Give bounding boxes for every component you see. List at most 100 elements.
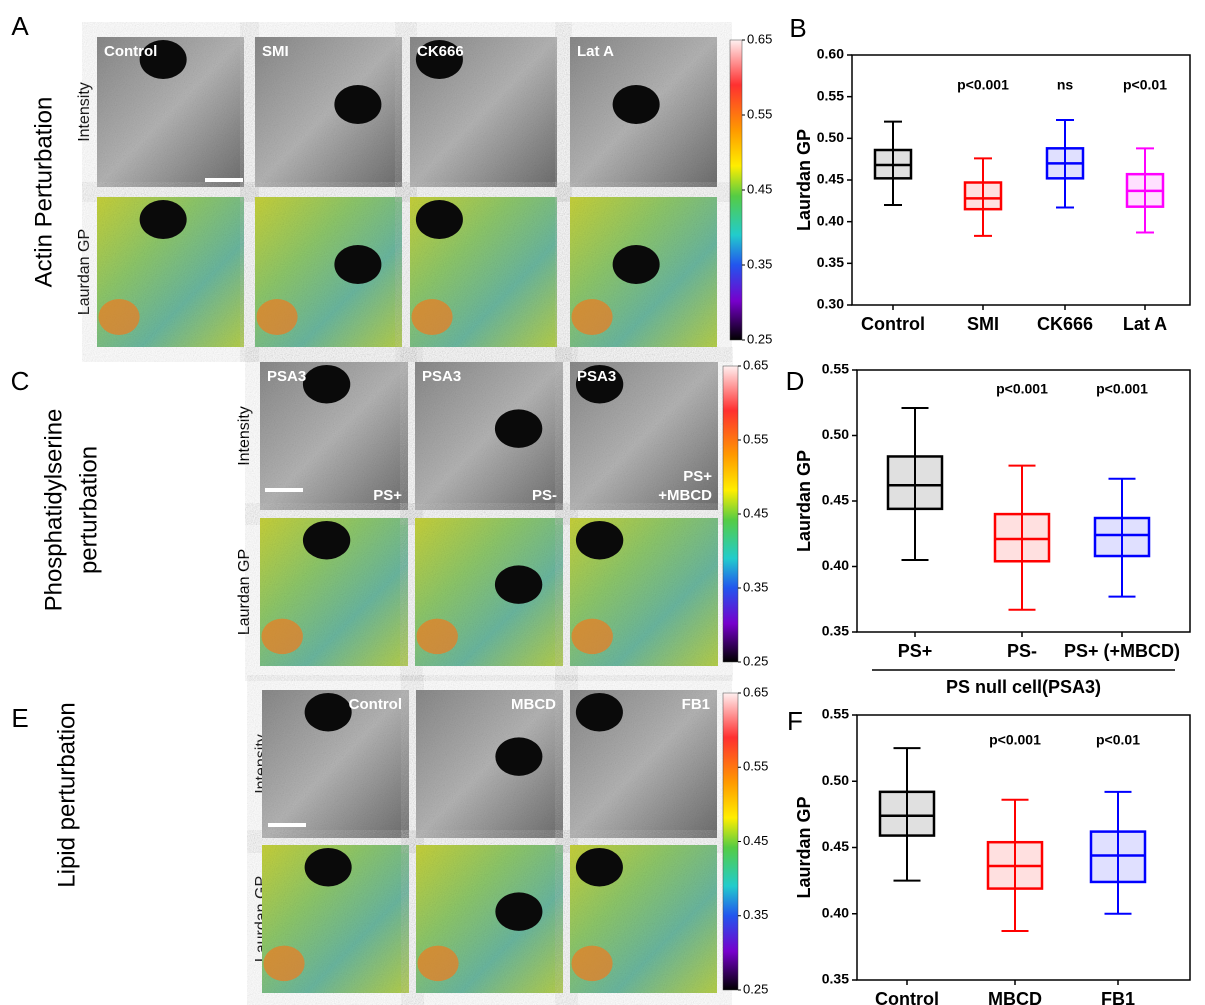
colorbar-label: 0.65 xyxy=(743,684,768,699)
y-tick-label: 0.40 xyxy=(817,212,844,228)
image-label: Lat A xyxy=(577,43,614,60)
x-axis-label: PS null cell(PSA3) xyxy=(946,677,1101,697)
corner-label: PS+ xyxy=(373,487,402,504)
background-region xyxy=(575,692,623,732)
panel-title: Phosphatidylserine xyxy=(40,409,67,612)
y-tick-label: 0.45 xyxy=(817,171,844,187)
panel-letter: C xyxy=(11,366,30,396)
box xyxy=(993,512,1051,563)
row-label: Laurdan GP xyxy=(236,549,253,635)
colorbar-label: 0.45 xyxy=(743,505,768,520)
x-tick-label: MBCD xyxy=(988,989,1042,1005)
background-region xyxy=(494,409,543,448)
colorbar-label: 0.65 xyxy=(747,31,772,46)
image-label: MBCD xyxy=(511,696,556,713)
x-tick-label: CK666 xyxy=(1037,314,1093,334)
colorbar-label: 0.35 xyxy=(743,579,768,594)
background-region xyxy=(612,85,660,124)
gp-hotspot xyxy=(256,299,298,335)
significance: p<0.001 xyxy=(1096,381,1148,397)
gp-hotspot xyxy=(417,945,459,982)
gp-hotspot xyxy=(263,945,305,982)
background-region xyxy=(302,364,351,404)
corner-label: PS+ xyxy=(683,468,712,485)
image-label: Control xyxy=(104,43,157,60)
x-tick-label: PS+ (+MBCD) xyxy=(1064,641,1180,661)
colorbar xyxy=(722,692,739,991)
y-tick-label: 0.35 xyxy=(817,254,844,270)
background-region xyxy=(304,692,352,732)
background-region xyxy=(494,565,543,604)
significance: p<0.001 xyxy=(996,381,1048,397)
panel-letter: D xyxy=(786,366,805,396)
x-tick-label: Control xyxy=(861,314,925,334)
box xyxy=(886,455,944,511)
box xyxy=(878,790,936,837)
y-tick-label: 0.40 xyxy=(822,904,849,920)
background-region xyxy=(139,40,187,79)
background-region xyxy=(575,364,624,404)
significance: p<0.001 xyxy=(989,732,1041,748)
background-region xyxy=(334,85,382,124)
panel-letter: A xyxy=(11,11,29,41)
x-tick-label: PS- xyxy=(1007,641,1037,661)
x-tick-label: SMI xyxy=(967,314,999,334)
y-axis-label: Laurdan GP xyxy=(794,129,814,231)
x-tick-label: Control xyxy=(875,989,939,1005)
image-label: FB1 xyxy=(682,696,710,713)
y-tick-label: 0.55 xyxy=(822,706,849,722)
gp-hotspot xyxy=(571,299,613,335)
y-tick-label: 0.40 xyxy=(822,557,849,573)
colorbar-label: 0.65 xyxy=(743,357,768,372)
significance: p<0.01 xyxy=(1123,77,1167,93)
gp-hotspot xyxy=(416,618,458,655)
y-tick-label: 0.55 xyxy=(822,361,849,377)
box xyxy=(963,181,1003,211)
y-axis-label: Laurdan GP xyxy=(794,796,814,898)
y-axis-label: Laurdan GP xyxy=(794,450,814,552)
row-label: Intensity xyxy=(76,82,93,142)
significance: p<0.001 xyxy=(957,77,1009,93)
box xyxy=(1093,516,1151,558)
y-tick-label: 0.45 xyxy=(822,492,849,508)
background-region xyxy=(575,520,624,560)
y-tick-label: 0.55 xyxy=(817,87,844,103)
gp-hotspot xyxy=(261,618,303,655)
image-label: CK666 xyxy=(417,43,464,60)
x-tick-label: Lat A xyxy=(1123,314,1167,334)
image-label: Control xyxy=(349,696,402,713)
colorbar-label: 0.25 xyxy=(743,653,768,668)
colorbar-label: 0.35 xyxy=(743,907,768,922)
panel-letter: F xyxy=(787,706,803,736)
significance: p<0.01 xyxy=(1096,732,1140,748)
y-tick-label: 0.45 xyxy=(822,838,849,854)
background-region xyxy=(334,245,382,284)
background-region xyxy=(415,200,463,239)
background-region xyxy=(495,892,543,931)
row-label: Intensity xyxy=(236,406,253,466)
background-region xyxy=(415,40,463,79)
colorbar-label: 0.25 xyxy=(743,981,768,996)
y-tick-label: 0.50 xyxy=(822,772,849,788)
colorbar-label: 0.45 xyxy=(747,181,772,196)
y-tick-label: 0.50 xyxy=(822,426,849,442)
gp-hotspot xyxy=(98,299,140,335)
x-tick-label: PS+ xyxy=(898,641,933,661)
image-label: SMI xyxy=(262,43,289,60)
background-region xyxy=(302,520,351,560)
y-tick-label: 0.30 xyxy=(817,296,844,312)
colorbar-label: 0.55 xyxy=(743,759,768,774)
background-region xyxy=(139,200,187,239)
background-region xyxy=(575,847,623,887)
panel-title: perturbation xyxy=(75,446,102,574)
y-tick-label: 0.50 xyxy=(817,129,844,145)
gp-hotspot xyxy=(571,618,613,655)
panel-title: Actin Perturbation xyxy=(30,97,57,288)
corner-label: PS- xyxy=(532,487,557,504)
significance: ns xyxy=(1057,77,1074,93)
panel-letter: E xyxy=(11,703,28,733)
background-region xyxy=(612,245,660,284)
gp-hotspot xyxy=(411,299,453,335)
colorbar-label: 0.35 xyxy=(747,256,772,271)
